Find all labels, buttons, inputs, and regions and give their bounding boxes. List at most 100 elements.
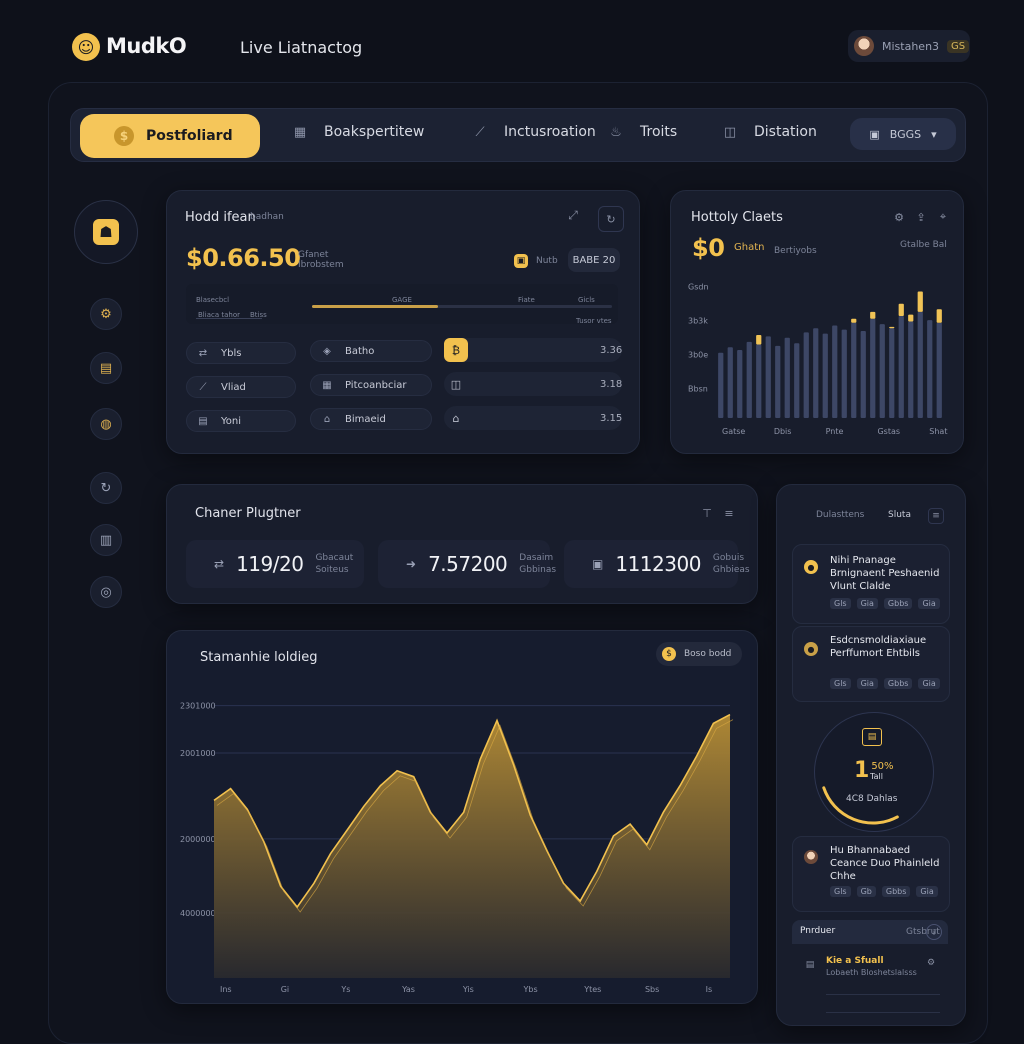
news-icon: ● [804,642,818,656]
hot-coins-tag-2: Bertiyobs [774,246,817,256]
settings-icon[interactable]: ⚙ [926,958,936,968]
wallet-icon: ▤ [862,728,882,746]
bar-base [917,311,923,418]
bank-icon: ⌂ [452,411,460,425]
x-tick-label: Ys [340,985,350,994]
area-fill [214,714,730,978]
news-title: Nihi Pnanage Brnignaent Peshaenid Vlunt … [830,555,940,592]
bar-base [860,330,866,418]
bar-base [936,322,942,418]
holdings-row-left[interactable]: ▤ Yoni [186,410,296,432]
nav-item-portfolio[interactable]: $ Postfoliard [80,114,260,158]
holdings-row-left[interactable]: ⟋ Vliad [186,376,296,398]
news-tag: Gia [856,598,878,609]
expand-icon[interactable]: ⤢ [568,207,578,222]
nav-item-distation[interactable]: ◫ Distation [722,124,817,140]
provider-link[interactable]: Gtsbrut [906,927,940,937]
bar-label: Blasecbcl [196,296,230,304]
divider [826,1012,940,1013]
hot-coins-chip[interactable]: Gtalbe Bal [900,240,947,250]
pin-icon[interactable]: ⊤ [702,506,712,520]
sidebar-refresh-icon[interactable]: ↻ [90,472,122,504]
news-tag: Gbbs [883,678,913,689]
menu-icon[interactable]: ≡ [928,508,944,524]
pin-icon[interactable]: ⌖ [939,210,947,223]
news-item[interactable] [792,544,950,624]
nav-item-instructions[interactable]: ⟋ Inctusroation [472,124,595,140]
news-tag: Gia [918,678,940,689]
bar-sublabel: Tusor vtes [576,317,612,325]
holdings-row-right[interactable] [444,406,622,430]
y-tick-label: 3b3k [688,316,708,325]
layers-icon[interactable]: ≡ [724,506,734,520]
hot-coins-title: Hottoly Claets [691,210,783,225]
provider-subline: Lobaeth Bloshetslalsss [826,968,917,977]
x-tick-label: Gi [281,985,289,994]
sidebar-wallet-icon[interactable]: ▤ [90,352,122,384]
area-chart-filter[interactable]: $ Boso bodd [656,642,742,666]
holdings-row-mid[interactable]: ▦ Pitcoanbciar [310,374,432,396]
lock-icon: ▣ [514,254,528,268]
news-icon: ● [804,560,818,574]
holdings-row-right[interactable] [444,372,622,396]
bar-label: GAGE [392,296,412,304]
news-tag: Gbbs [881,886,911,897]
news-item[interactable] [792,626,950,702]
divider [196,318,262,319]
holdings-chip-label: Nutb [536,256,558,266]
grid-icon: ▦ [293,124,307,140]
bar-base [746,341,752,418]
info-icon[interactable]: i [926,924,942,940]
news-item[interactable] [792,836,950,912]
holdings-row-right[interactable] [444,338,622,362]
holdings-row-mid[interactable]: ◈ Batho [310,340,432,362]
bar-sublabel: Btiss [250,311,267,319]
y-tick-label: 4000000 [180,909,216,918]
bar-base [822,333,828,418]
settings-icon[interactable]: ⚙ [894,210,904,224]
user-name: Mistahen3 [882,39,940,53]
sidebar-document-icon[interactable]: ▥ [90,524,122,556]
stat-label: Gbbinas [519,565,557,575]
brand-name: MudkO [106,34,187,58]
y-tick-label: 3b0e [688,350,708,359]
user-badge: GS [947,39,970,53]
holdings-row-left[interactable]: ⇄ Ybls [186,342,296,364]
provider-header [792,920,948,944]
nav-item-marketplace[interactable]: ▦ Boakspertitew [292,124,425,140]
nav-item-traits[interactable]: ♨ Troits [608,124,677,140]
sidebar-globe-icon[interactable]: ◎ [90,576,122,608]
user-menu[interactable]: Mistahen3 GS [848,30,970,62]
area-line-secondary [216,719,734,913]
holdings-row-mid[interactable]: ⌂ Bimaeid [310,408,432,430]
area-chart-title: Stamanhie loldieg [200,650,318,665]
row-label: Bimaeid [345,413,386,425]
share-icon[interactable]: ⇪ [916,210,926,224]
stat-label: Dasaim [519,553,554,563]
bar-base [908,321,914,418]
home-icon: ☗ [93,219,119,245]
refresh-icon[interactable]: ↻ [598,206,624,232]
sidebar-bell-icon[interactable]: ◍ [90,408,122,440]
gauge-arc [822,786,899,825]
sidebar-settings-icon[interactable]: ⚙ [90,298,122,330]
area-chart-filter-label: Boso bodd [684,649,732,659]
coins-icon: ◈ [323,345,331,357]
wallet-icon: ◫ [450,377,462,391]
currency-select[interactable]: ▣ BGGS ▾ [850,118,956,150]
flame-icon: ♨ [610,124,622,140]
y-tick-label: Gsdn [688,282,709,291]
holdings-chip[interactable]: BABE 20 [568,248,620,272]
news-title: Esdcnsmoldiaxiaue Perffumort Ehtbils [830,635,927,659]
bar-base [737,350,743,418]
divider [826,994,940,995]
provider-title: Pnrduer [800,926,836,936]
bar-base [927,320,933,418]
sidebar-home-button[interactable]: ☗ [74,200,138,264]
stat-value: 119/20 [236,552,304,576]
x-tick-label: Gstas [877,427,900,436]
nav-item-label: Boakspertitew [324,124,425,140]
chart-icon: ⟋ [475,124,485,140]
x-tick-label: Is [706,985,713,994]
news-tag: Gls [830,678,851,689]
